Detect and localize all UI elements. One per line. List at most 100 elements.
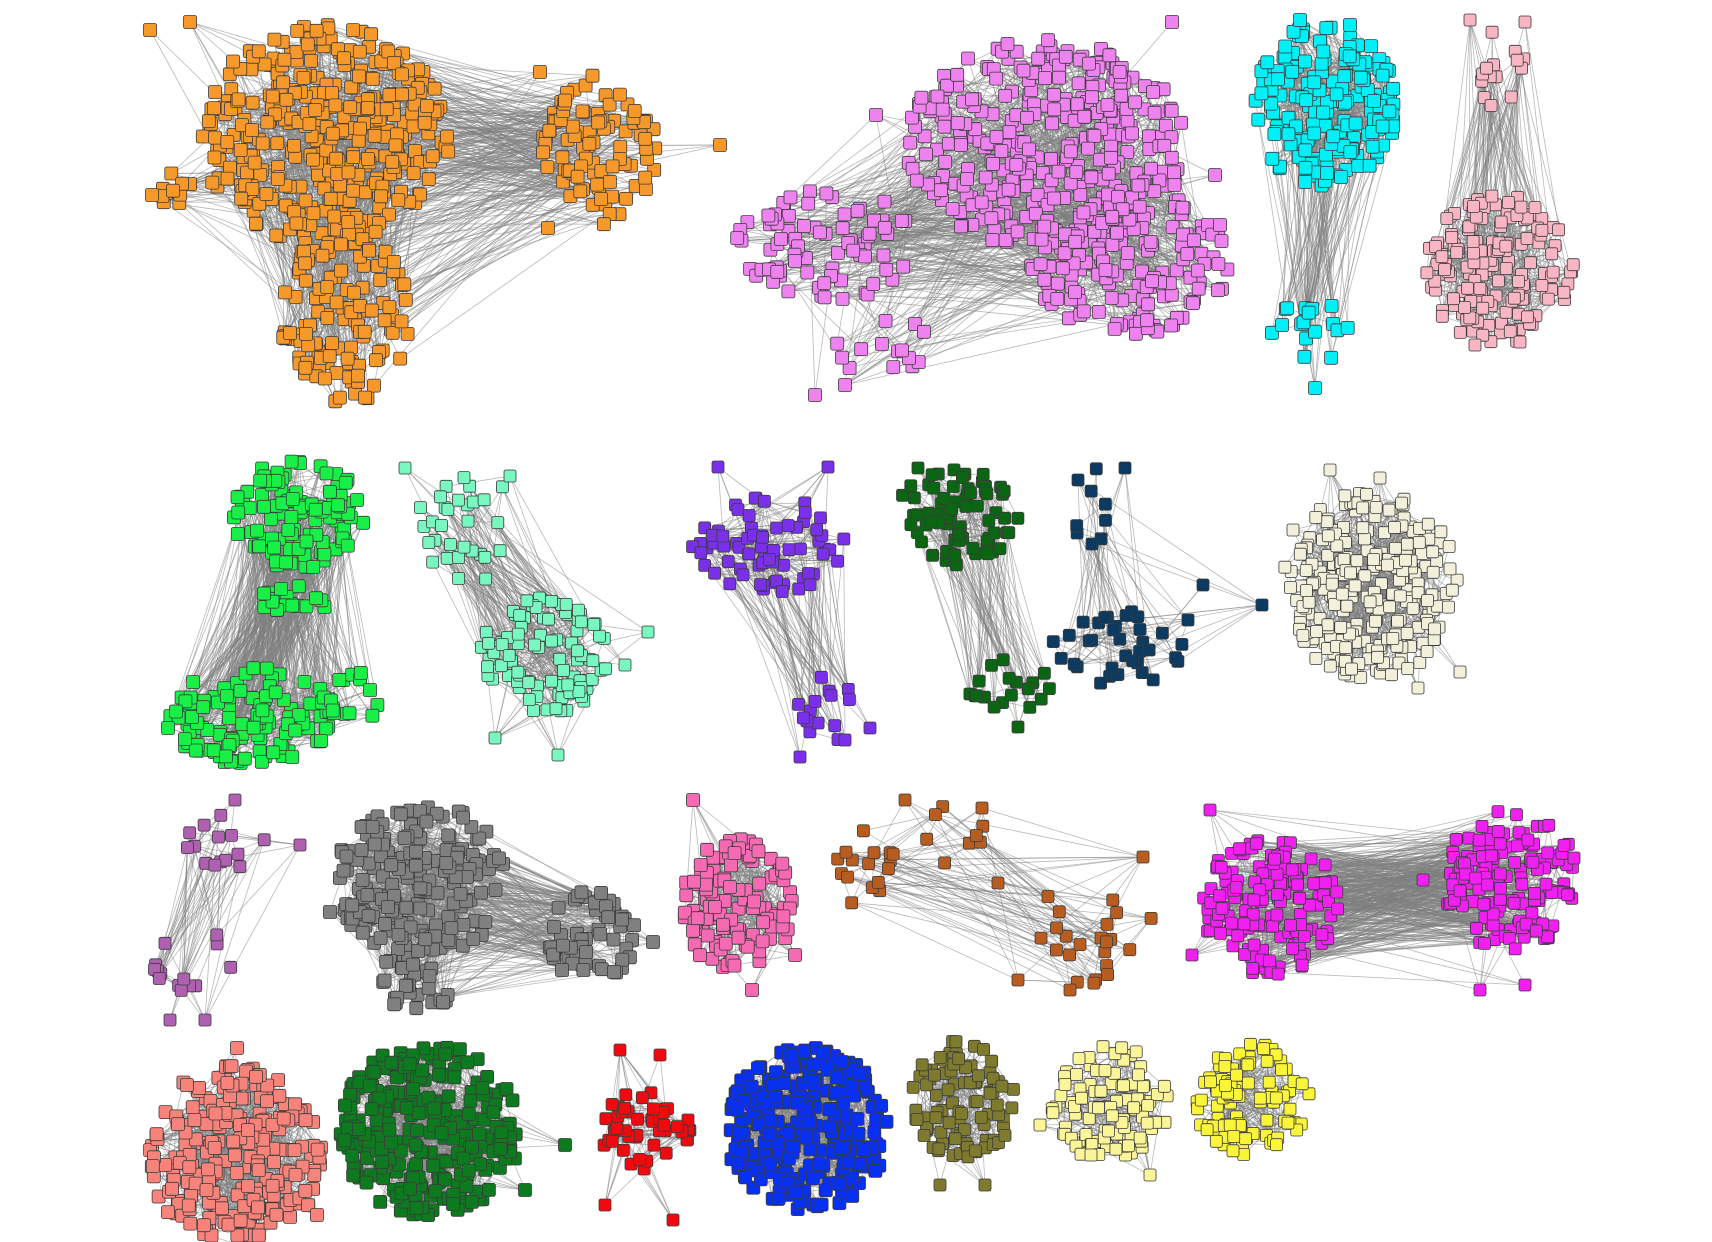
node: [1144, 161, 1158, 176]
node: [830, 336, 845, 351]
node: [1319, 21, 1334, 35]
node: [365, 72, 380, 86]
node: [388, 138, 403, 153]
node: [950, 116, 965, 130]
node: [341, 165, 356, 180]
node: [346, 150, 361, 165]
node: [325, 336, 339, 351]
node: [838, 378, 852, 392]
node: [427, 81, 442, 96]
node: [1033, 257, 1048, 272]
node: [309, 23, 324, 38]
node: [974, 195, 989, 210]
node: [341, 215, 356, 230]
node: [978, 170, 993, 185]
node: [353, 298, 367, 313]
node: [800, 265, 815, 280]
node: [382, 88, 397, 102]
node: [1073, 187, 1088, 202]
node: [783, 190, 798, 205]
node: [1213, 218, 1227, 232]
node: [260, 115, 275, 130]
node: [1001, 182, 1016, 197]
node: [1180, 247, 1195, 261]
node: [1091, 304, 1106, 319]
node: [1208, 168, 1222, 182]
node: [1362, 158, 1377, 173]
node: [421, 172, 436, 187]
node: [1112, 65, 1127, 79]
node: [1285, 64, 1300, 79]
node: [1068, 234, 1083, 249]
node: [558, 93, 572, 108]
node: [941, 136, 956, 151]
node: [1499, 305, 1513, 319]
node: [270, 172, 285, 186]
node: [1009, 157, 1024, 172]
node: [353, 121, 368, 136]
node: [1265, 151, 1280, 166]
node: [1254, 86, 1269, 101]
node: [143, 23, 157, 37]
node: [257, 57, 272, 72]
node: [300, 37, 315, 52]
node: [894, 213, 909, 228]
node: [1375, 119, 1390, 134]
node: [533, 65, 547, 79]
node: [394, 87, 409, 102]
node: [278, 285, 292, 300]
node: [638, 170, 653, 185]
node: [774, 232, 788, 246]
node: [917, 324, 931, 339]
node: [337, 51, 351, 66]
node: [989, 129, 1004, 144]
node: [333, 263, 348, 278]
node: [1037, 272, 1052, 287]
node: [835, 350, 849, 365]
node: [304, 53, 319, 68]
node: [1275, 318, 1289, 332]
node: [954, 138, 968, 153]
node: [1375, 68, 1390, 83]
node: [362, 243, 377, 258]
node: [1041, 33, 1055, 48]
node: [419, 99, 434, 113]
node: [879, 262, 894, 277]
node: [255, 136, 270, 151]
node: [315, 248, 330, 263]
node: [234, 191, 249, 206]
node: [183, 15, 197, 29]
node: [1120, 246, 1135, 261]
node: [1105, 237, 1120, 252]
node: [1211, 283, 1225, 298]
node: [1164, 103, 1179, 118]
node: [603, 174, 617, 189]
node: [320, 280, 335, 295]
node: [325, 126, 340, 141]
node: [220, 171, 235, 186]
node: [369, 353, 383, 368]
node: [1098, 263, 1113, 277]
node: [730, 231, 745, 246]
node: [541, 221, 555, 235]
node: [1131, 178, 1146, 193]
node: [536, 145, 550, 160]
node: [1329, 87, 1344, 102]
node: [613, 140, 628, 155]
node: [1314, 56, 1329, 71]
node: [269, 228, 284, 243]
node: [1343, 18, 1357, 32]
node: [1016, 63, 1031, 78]
node: [1326, 129, 1341, 144]
edge: [844, 318, 1139, 386]
node: [1069, 165, 1084, 180]
node: [1307, 75, 1322, 90]
node: [368, 224, 383, 239]
node: [835, 221, 850, 236]
node: [1164, 150, 1179, 165]
node: [289, 216, 304, 231]
node: [1044, 152, 1058, 166]
node: [323, 191, 338, 206]
node: [394, 67, 409, 82]
